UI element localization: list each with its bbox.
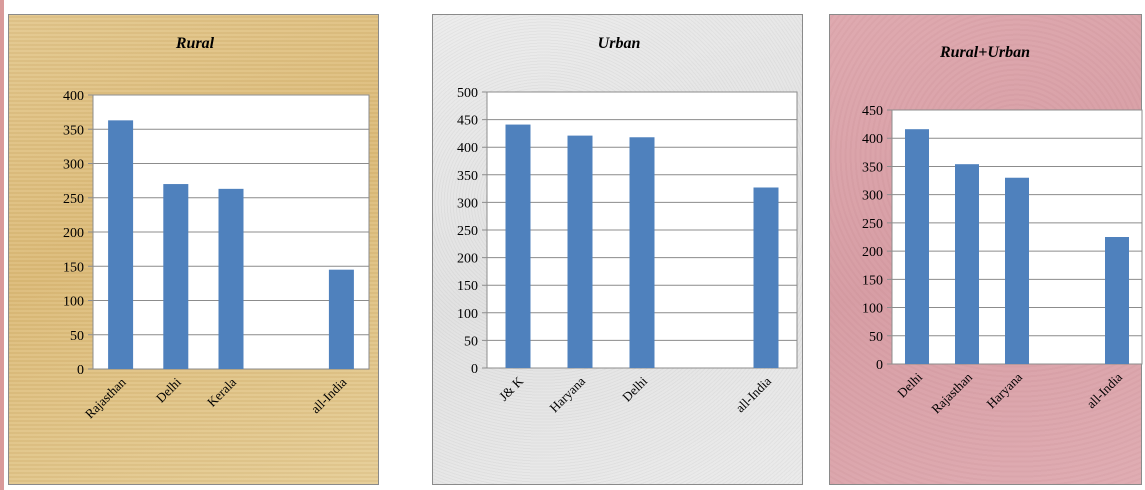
- x-category-label: Haryana: [983, 369, 1025, 411]
- chart-title: Urban: [598, 35, 641, 52]
- rural-urban-chart-svg: Rural+Urban 0 50 100 150 200 250 300 350 400 450 D…: [862, 44, 1143, 416]
- y-tick-label: 0: [77, 363, 84, 378]
- y-tick-label: 50: [869, 330, 883, 345]
- bar: [629, 137, 655, 368]
- bar: [753, 187, 779, 368]
- bar: [328, 269, 354, 369]
- y-tick-label: 350: [862, 160, 883, 175]
- y-tick-label: 400: [457, 141, 478, 156]
- chart-title: Rural: [175, 35, 215, 52]
- y-tick-label: 100: [862, 302, 883, 317]
- y-tick-label: 100: [457, 307, 478, 322]
- y-tick-label: 500: [457, 86, 478, 101]
- x-category-label: Kerala: [204, 374, 239, 409]
- y-tick-label: 300: [457, 196, 478, 211]
- y-tick-label: 250: [862, 217, 883, 232]
- rural-chart-svg: Rural 0 50 100 150 200 250 300 350 400 Rajasthan D…: [63, 35, 370, 421]
- x-category-label: Rajasthan: [928, 369, 975, 416]
- x-category-label: Rajasthan: [82, 374, 129, 421]
- left-edge-strip: [0, 0, 4, 490]
- y-tick-label: 50: [464, 334, 478, 349]
- x-category-label: Delhi: [894, 369, 925, 400]
- bar: [955, 164, 979, 364]
- bar: [1005, 177, 1029, 364]
- bar: [905, 129, 929, 364]
- y-tick-label: 350: [457, 169, 478, 184]
- bar: [108, 120, 134, 369]
- y-tick-label: 450: [862, 104, 883, 119]
- chart-panel-urban: Urban 0 50 100 150 200 250 300 350 400 450 500 J& K…: [432, 14, 803, 485]
- y-tick-label: 150: [457, 279, 478, 294]
- chart-panel-rural-urban: Rural+Urban 0 50 100 150 200 250 300 350 400 450 D…: [829, 14, 1143, 485]
- bar: [567, 135, 593, 368]
- x-category-label: Delhi: [619, 373, 650, 404]
- bar: [1105, 237, 1129, 364]
- urban-chart-svg: Urban 0 50 100 150 200 250 300 350 400 450 500 J& K…: [457, 35, 798, 415]
- x-category-label: all-India: [732, 373, 774, 415]
- x-category-label: J& K: [496, 373, 527, 404]
- bar: [218, 188, 244, 369]
- y-tick-label: 400: [862, 132, 883, 147]
- y-tick-label: 0: [876, 358, 883, 373]
- y-tick-label: 200: [63, 226, 84, 241]
- x-category-label: all-India: [1083, 369, 1125, 411]
- y-tick-label: 200: [862, 245, 883, 260]
- y-tick-label: 350: [63, 123, 84, 138]
- y-tick-label: 150: [63, 260, 84, 275]
- bar: [163, 184, 189, 369]
- x-category-label: Delhi: [153, 374, 184, 405]
- y-tick-label: 250: [457, 224, 478, 239]
- y-tick-label: 50: [70, 329, 84, 344]
- y-tick-label: 200: [457, 252, 478, 267]
- y-tick-label: 250: [63, 192, 84, 207]
- y-tick-label: 100: [63, 295, 84, 310]
- bar: [505, 124, 531, 369]
- chart-panel-rural: Rural 0 50 100 150 200 250 300 350 400 Rajasthan D…: [8, 14, 379, 485]
- x-category-label: all-India: [308, 374, 350, 416]
- y-tick-label: 300: [63, 158, 84, 173]
- y-tick-label: 0: [471, 362, 478, 377]
- y-tick-label: 300: [862, 189, 883, 204]
- x-category-label: Haryana: [546, 373, 588, 415]
- y-tick-label: 450: [457, 114, 478, 129]
- chart-title: Rural+Urban: [939, 44, 1030, 61]
- y-tick-label: 400: [63, 89, 84, 104]
- y-tick-label: 150: [862, 273, 883, 288]
